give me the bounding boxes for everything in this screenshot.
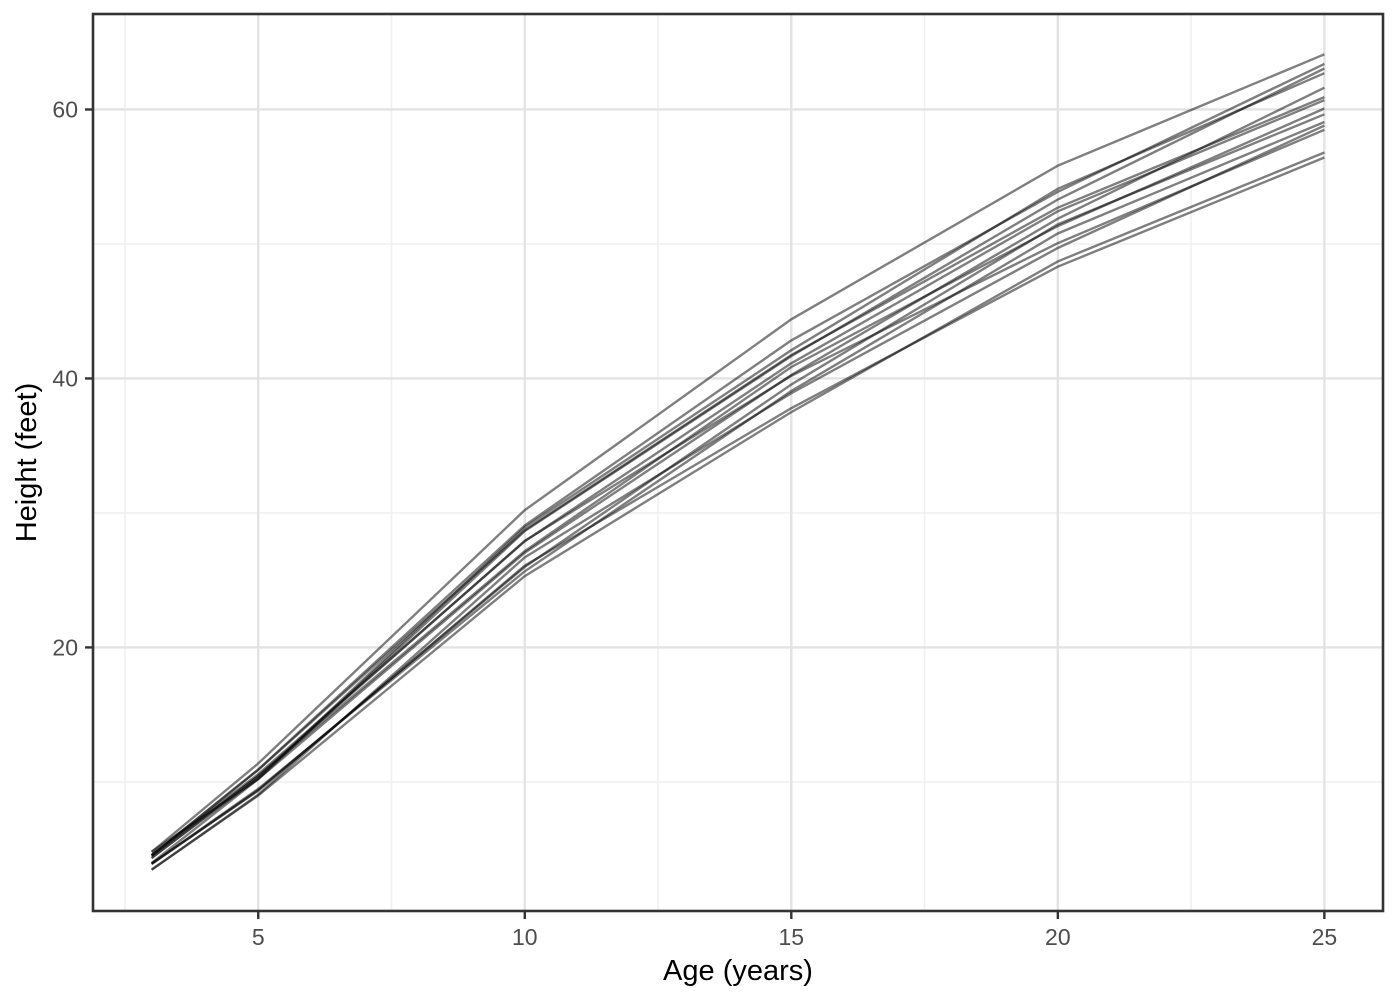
y-tick-label: 20 [52, 634, 78, 660]
x-axis-title: Age (years) [663, 955, 813, 987]
series-line [150, 151, 1325, 871]
series-line [150, 86, 1325, 865]
axis-ticks [85, 108, 1326, 919]
series-line [150, 99, 1325, 856]
series-line [150, 156, 1325, 865]
x-tick-label: 25 [1312, 924, 1338, 950]
x-tick-label: 15 [779, 924, 805, 950]
x-tick-labels: 5 10 15 20 25 [252, 924, 1337, 950]
panel-background [93, 14, 1383, 911]
y-tick-label: 60 [52, 96, 78, 122]
grid-minor [93, 14, 1383, 911]
y-axis-title: Height (feet) [11, 382, 43, 543]
series-line [150, 72, 1325, 859]
series-line [150, 128, 1325, 857]
y-tick-label: 40 [52, 365, 78, 391]
x-tick-label: 10 [512, 924, 538, 950]
grid-major [93, 14, 1383, 911]
series-line [150, 53, 1325, 853]
series-lines [150, 53, 1325, 871]
y-tick-labels: 20 40 60 [52, 96, 78, 660]
x-tick-label: 5 [252, 924, 265, 950]
x-tick-label: 20 [1045, 924, 1071, 950]
panel-border [91, 12, 1385, 913]
